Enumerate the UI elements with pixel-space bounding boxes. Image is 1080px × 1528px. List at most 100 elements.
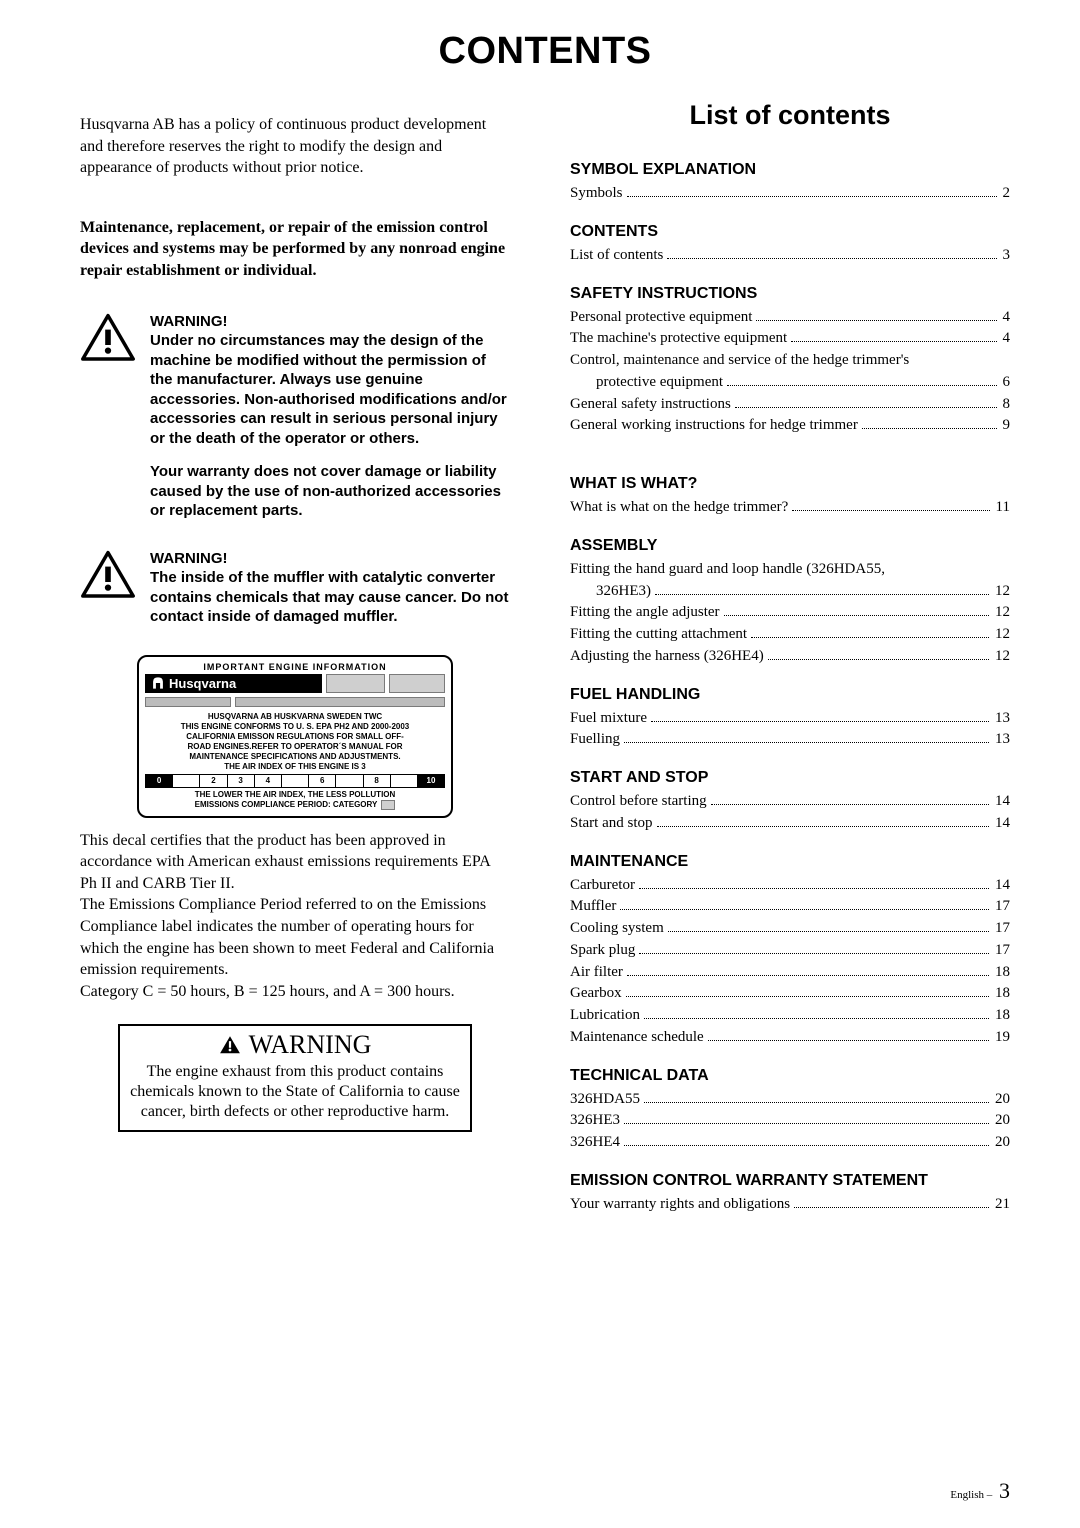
footer-num: 3 [999,1478,1010,1503]
engine-line8: EMISSIONS COMPLIANCE PERIOD: CATEGORY [195,800,378,810]
toc-row: Fuel mixture 13 [570,708,1010,730]
toc-label: General safety instructions [570,394,731,416]
prop65-warning-box: WARNING The engine exhaust from this pro… [118,1024,472,1132]
toc-label: Carburetor [570,875,635,897]
toc-label: Fitting the angle adjuster [570,602,720,624]
toc-label: Gearbox [570,983,622,1005]
warning-2-body: The inside of the muffler with catalytic… [150,568,510,627]
toc-row: Adjusting the harness (326HE4)12 [570,646,1010,668]
toc-row: Lubrication 18 [570,1005,1010,1027]
toc-dots [644,1018,989,1019]
maintenance-paragraph: Maintenance, replacement, or repair of t… [80,217,510,282]
toc-dots [667,258,996,259]
engine-line4: ROAD ENGINES.REFER TO OPERATOR´S MANUAL … [145,742,445,752]
toc-page: 18 [993,983,1010,1005]
toc-row: Spark plug17 [570,940,1010,962]
two-column-layout: Husqvarna AB has a policy of continuous … [80,98,1010,1216]
warning-icon [219,1035,241,1055]
toc-page: 18 [993,1005,1010,1027]
toc-row: Carburetor 14 [570,875,1010,897]
husqvarna-logo: Husqvarna [145,674,322,693]
toc-label: Lubrication [570,1005,640,1027]
toc-label: 326HE3) [596,581,651,603]
left-column: Husqvarna AB has a policy of continuous … [80,98,510,1216]
toc-page: 20 [993,1089,1010,1111]
toc-row: Muffler17 [570,896,1010,918]
toc-section-head: FUEL HANDLING [570,686,1010,704]
toc-label: Fuelling [570,729,620,751]
toc-page: 2 [1001,183,1011,205]
toc-page: 13 [993,708,1010,730]
toc-row: 326HDA5520 [570,1089,1010,1111]
toc-row: Fitting the cutting attachment12 [570,624,1010,646]
toc-row: Cooling system17 [570,918,1010,940]
toc-row: List of contents3 [570,245,1010,267]
page-title: CONTENTS [80,30,1010,73]
toc-page: 21 [993,1194,1010,1216]
warning-icon [80,549,136,601]
toc-dots [862,428,997,429]
footer-sep: – [984,1489,995,1501]
toc-label: Maintenance schedule [570,1027,704,1049]
footer-lang: English [950,1489,984,1501]
toc-page: 4 [1001,307,1011,329]
toc-section-head: SYMBOL EXPLANATION [570,161,1010,179]
warning-1-title: WARNING! [150,312,510,332]
toc-page: 13 [993,729,1010,751]
table-of-contents: SYMBOL EXPLANATIONSymbols2CONTENTSList o… [570,161,1010,1216]
toc-row: Air filter18 [570,962,1010,984]
warning-block-1: WARNING! Under no circumstances may the … [80,312,510,521]
toc-dots [711,804,989,805]
page-number: English – 3 [950,1478,1010,1504]
toc-page: 20 [993,1110,1010,1132]
toc-row: Fitting the angle adjuster 12 [570,602,1010,624]
toc-row: General working instructions for hedge t… [570,415,1010,437]
toc-dots [756,320,996,321]
toc-dots [792,510,989,511]
toc-dots [624,742,989,743]
toc-label: Start and stop [570,813,653,835]
toc-row: Start and stop 14 [570,813,1010,835]
toc-page: 19 [993,1027,1010,1049]
air-index-gauge: 02346810 [145,774,445,788]
toc-page: 12 [993,602,1010,624]
toc-row: The machine's protective equipment4 [570,328,1010,350]
engine-line5: MAINTENANCE SPECIFICATIONS AND ADJUSTMEN… [145,752,445,762]
toc-label: Fuel mixture [570,708,647,730]
toc-dots [627,196,997,197]
prop65-title-text: WARNING [249,1030,372,1060]
toc-section-head: TECHNICAL DATA [570,1067,1010,1085]
toc-section-head: SAFETY INSTRUCTIONS [570,285,1010,303]
toc-label: Fitting the cutting attachment [570,624,747,646]
engine-header: IMPORTANT ENGINE INFORMATION [145,662,445,672]
toc-page: 17 [993,918,1010,940]
toc-page: 14 [993,875,1010,897]
toc-dots [727,385,996,386]
right-column: List of contents SYMBOL EXPLANATIONSymbo… [570,98,1010,1216]
toc-dots [768,659,989,660]
engine-line3: CALIFORNIA EMISSON REGULATIONS FOR SMALL… [145,732,445,742]
warning-block-2: WARNING! The inside of the muffler with … [80,549,510,627]
list-of-contents-heading: List of contents [570,100,1010,131]
prop65-title: WARNING [130,1030,460,1060]
toc-page: 14 [993,813,1010,835]
toc-label: Personal protective equipment [570,307,752,329]
toc-page: 20 [993,1132,1010,1154]
toc-dots [644,1102,989,1103]
toc-page: 14 [993,791,1010,813]
toc-row-wrap: Control, maintenance and service of the … [570,350,1010,372]
toc-label: What is what on the hedge trimmer? [570,497,788,519]
toc-page: 12 [993,581,1010,603]
toc-row: Control before starting 14 [570,791,1010,813]
toc-label: Control before starting [570,791,707,813]
toc-dots [735,407,997,408]
toc-section-head: WHAT IS WHAT? [570,475,1010,493]
toc-dots [624,1145,989,1146]
toc-row-wrap: Fitting the hand guard and loop handle (… [570,559,1010,581]
toc-row: Maintenance schedule 19 [570,1027,1010,1049]
warning-1-sub: Your warranty does not cover damage or l… [150,462,510,521]
toc-row: 326HE3) 12 [570,581,1010,603]
prop65-body: The engine exhaust from this product con… [130,1062,460,1122]
toc-dots [626,996,989,997]
toc-label: 326HE3 [570,1110,620,1132]
